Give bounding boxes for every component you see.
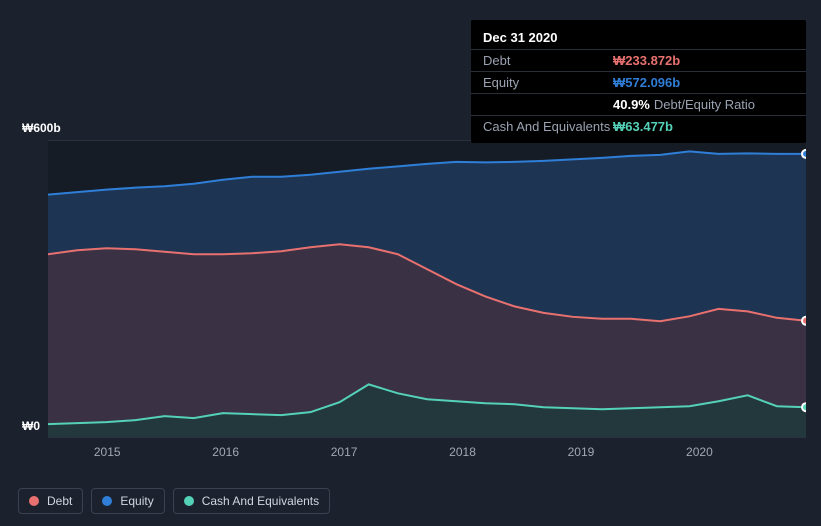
financial-area-chart: Dec 31 2020 Debt₩233.872bEquity₩572.096b… (0, 0, 821, 526)
y-axis-label: ₩600b (22, 121, 61, 135)
x-axis-label: 2019 (568, 445, 595, 459)
legend-swatch-icon (184, 496, 194, 506)
x-axis-label: 2015 (94, 445, 121, 459)
chart-legend: Debt Equity Cash And Equivalents (18, 488, 330, 514)
x-axis-label: 2017 (331, 445, 358, 459)
x-axis: 2015 2016 2017 2018 2019 2020 (48, 445, 806, 463)
tooltip-row-value: ₩572.096b (613, 75, 680, 90)
tooltip-row: Equity₩572.096b (471, 71, 806, 93)
tooltip-row-value: ₩63.477b (613, 119, 673, 134)
tooltip-row-label (483, 97, 613, 112)
legend-swatch-icon (29, 496, 39, 506)
tooltip-row-label: Cash And Equivalents (483, 119, 613, 134)
x-axis-label: 2020 (686, 445, 713, 459)
x-axis-label: 2016 (212, 445, 239, 459)
chart-tooltip: Dec 31 2020 Debt₩233.872bEquity₩572.096b… (471, 20, 806, 143)
legend-item[interactable]: Debt (18, 488, 83, 514)
tooltip-row-value: ₩233.872b (613, 53, 680, 68)
legend-label: Debt (47, 494, 72, 508)
tooltip-row-label: Debt (483, 53, 613, 68)
tooltip-row: 40.9%Debt/Equity Ratio (471, 93, 806, 115)
legend-label: Equity (120, 494, 153, 508)
tooltip-row: Debt₩233.872b (471, 49, 806, 71)
tooltip-row-value: 40.9%Debt/Equity Ratio (613, 97, 755, 112)
chart-plot-area (48, 140, 806, 438)
legend-item[interactable]: Equity (91, 488, 164, 514)
legend-swatch-icon (102, 496, 112, 506)
x-axis-label: 2018 (449, 445, 476, 459)
legend-item[interactable]: Cash And Equivalents (173, 488, 330, 514)
tooltip-date: Dec 31 2020 (471, 26, 806, 49)
y-axis-label: ₩0 (22, 419, 40, 433)
tooltip-row-label: Equity (483, 75, 613, 90)
legend-label: Cash And Equivalents (202, 494, 319, 508)
tooltip-row: Cash And Equivalents₩63.477b (471, 115, 806, 137)
